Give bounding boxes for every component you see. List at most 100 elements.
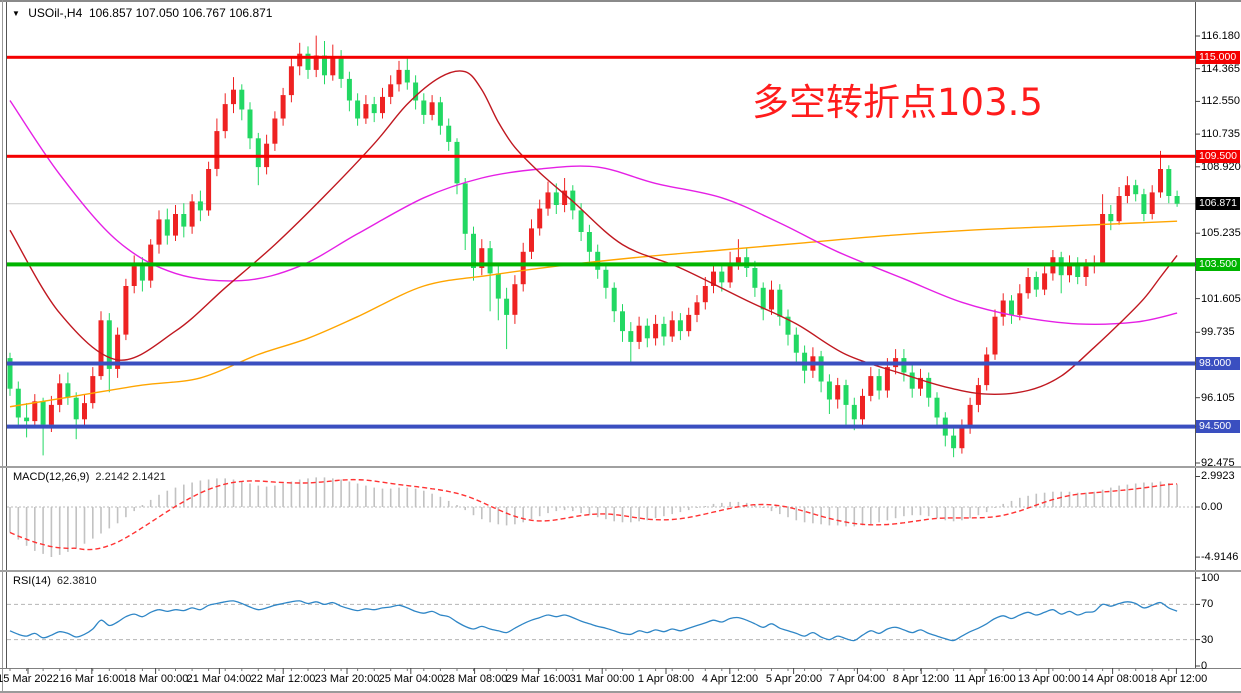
- horizontal-level-line[interactable]: [7, 262, 1195, 267]
- candle-body: [338, 57, 344, 79]
- candle-body: [686, 314, 692, 332]
- candle-body: [106, 320, 112, 369]
- candle-body: [529, 228, 534, 252]
- candle-body: [123, 286, 129, 335]
- candle-body: [413, 82, 419, 101]
- candle-body: [404, 69, 410, 83]
- candle-body: [1158, 169, 1163, 193]
- candle-body: [189, 201, 195, 227]
- time-axis-label: 1 Apr 08:00: [637, 673, 695, 685]
- macd-indicator-label: MACD(12,26,9) 2.2142 2.1421: [13, 471, 166, 483]
- price-axis-label: 114.365: [1201, 63, 1240, 75]
- candle-body: [553, 192, 559, 205]
- candle-body: [735, 257, 741, 263]
- candle-body: [818, 356, 824, 382]
- candle-body: [851, 404, 857, 420]
- macd-histogram: [9, 477, 1178, 557]
- rsi-value: 62.3810: [56, 575, 97, 587]
- candle-body: [512, 284, 518, 315]
- candle-body: [7, 358, 13, 389]
- chevron-down-icon[interactable]: ▼: [12, 9, 20, 18]
- candle-body: [752, 268, 758, 288]
- candle-body: [57, 383, 63, 405]
- candle-body: [371, 104, 377, 114]
- rsi-indicator-label: RSI(14) 62.3810: [13, 575, 97, 587]
- candle-body: [98, 320, 104, 377]
- candle-body: [197, 201, 203, 211]
- candle-body: [479, 248, 485, 268]
- candle-body: [363, 104, 369, 119]
- time-axis-label: 4 Apr 12:00: [701, 673, 759, 685]
- candle-body: [396, 69, 402, 85]
- candle-body: [1033, 277, 1039, 290]
- candle-body: [429, 102, 435, 115]
- time-axis-label: 18 Mar 00:00: [123, 673, 189, 685]
- time-axis-border: [0, 668, 1241, 669]
- candle-body: [173, 214, 178, 236]
- candle-body: [346, 78, 352, 101]
- window-bottom-border: [0, 691, 1241, 693]
- candle-body: [487, 248, 493, 274]
- candle-body: [1149, 192, 1155, 214]
- horizontal-level-line[interactable]: [7, 154, 1195, 158]
- macd-signal-line: [9, 478, 1178, 551]
- time-axis-label: 22 Mar 12:00: [250, 673, 316, 685]
- time-axis-label: 23 Mar 20:00: [314, 673, 380, 685]
- candle-body: [727, 262, 733, 283]
- time-axis-label: 25 Mar 04:00: [378, 673, 444, 685]
- candle-body: [330, 57, 336, 76]
- candle-body: [206, 169, 212, 211]
- candle-body: [73, 397, 79, 420]
- macd-values: 2.2142 2.1421: [95, 471, 166, 483]
- candle-body: [437, 102, 443, 126]
- horizontal-level-line[interactable]: [7, 361, 1195, 366]
- candle-body: [562, 190, 568, 205]
- panel-separator-rsi[interactable]: [0, 570, 1241, 572]
- candle-body: [545, 192, 551, 209]
- rsi-name: RSI(14): [13, 575, 51, 587]
- candle-body: [1124, 185, 1130, 196]
- horizontal-level-line[interactable]: [7, 424, 1195, 429]
- candle-body: [1083, 266, 1089, 277]
- chart-text-annotation[interactable]: 多空转折点103.5: [752, 81, 1043, 124]
- candle-body: [1017, 293, 1023, 315]
- time-axis-label: 28 Mar 08:00: [442, 673, 508, 685]
- candle-body: [181, 214, 187, 227]
- candle-body: [967, 404, 973, 427]
- chart-title: ▼ USOil-,H4 106.857 107.050 106.767 106.…: [12, 6, 272, 20]
- time-axis-label: 11 Apr 16:00: [954, 673, 1016, 685]
- candle-body: [355, 100, 361, 119]
- candle-body: [48, 404, 54, 425]
- candle-body: [785, 316, 791, 335]
- candle-body: [694, 302, 700, 315]
- panel-separator-macd[interactable]: [0, 466, 1241, 468]
- candle-body: [313, 55, 319, 70]
- candle-body: [247, 109, 253, 139]
- candle-body: [1166, 169, 1172, 196]
- horizontal-level-line[interactable]: [7, 55, 1195, 59]
- candle-body: [884, 367, 890, 391]
- price-level-badge: 109.500: [1196, 150, 1240, 163]
- time-axis-label: 5 Apr 20:00: [765, 673, 823, 685]
- candle-body: [620, 311, 625, 332]
- macd-axis-label: -4.9146: [1201, 551, 1239, 563]
- candle-body: [454, 141, 460, 184]
- candle-body: [272, 118, 278, 144]
- candle-body: [984, 354, 990, 386]
- candle-body: [702, 286, 708, 303]
- time-axis-label: 21 Mar 04:00: [186, 673, 252, 685]
- candle-body: [711, 271, 716, 286]
- candle-body: [677, 320, 683, 332]
- candle-body: [1174, 196, 1180, 204]
- time-axis-label: 15 Mar 2022: [0, 673, 59, 685]
- chart-title-symbol: USOil-,H4: [28, 6, 83, 20]
- candle-body: [636, 325, 642, 342]
- macd-name: MACD(12,26,9): [13, 471, 90, 483]
- window-top-border: [0, 0, 1241, 2]
- candle-body: [1067, 262, 1072, 276]
- candle-body: [1009, 300, 1014, 315]
- candle-body: [239, 89, 245, 110]
